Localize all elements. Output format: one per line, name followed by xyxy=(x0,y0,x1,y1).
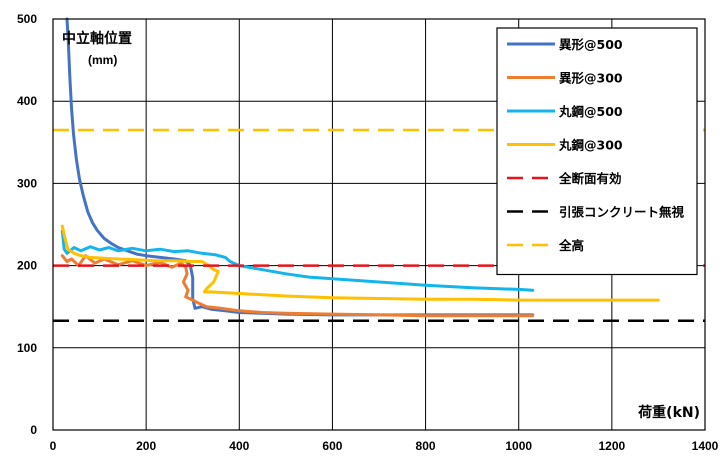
legend-label: 丸鋼@500 xyxy=(558,104,623,119)
y-tick-label: 400 xyxy=(17,94,37,108)
series-lines xyxy=(53,17,705,322)
y-axis-unit: (mm) xyxy=(88,53,117,67)
x-tick-label: 600 xyxy=(322,439,342,453)
series-line xyxy=(60,229,535,292)
tick-labels: 0 200 400 600 800 1000 1200 1400 0 100 200 300 400 50… xyxy=(17,12,719,453)
y-tick-label: 100 xyxy=(17,341,37,355)
series-line xyxy=(60,254,535,318)
x-tick-label: 800 xyxy=(416,439,436,453)
legend-label: 全断面有効 xyxy=(558,171,622,186)
series-line xyxy=(65,17,535,317)
y-tick-label: 200 xyxy=(17,259,37,273)
x-tick-label: 1000 xyxy=(505,439,532,453)
legend: 異形@500 異形@300 丸鋼@500 丸鋼@300 全断面有効引張コンクリート無視全… xyxy=(496,27,698,276)
y-tick-label: 0 xyxy=(30,423,37,437)
x-tick-label: 1200 xyxy=(599,439,626,453)
legend-label: 全高 xyxy=(558,238,584,253)
x-tick-label: 200 xyxy=(136,439,156,453)
plot-frame xyxy=(52,18,706,431)
legend-box xyxy=(496,27,698,276)
legend-label: 異形@500 xyxy=(559,37,623,52)
y-tick-label: 500 xyxy=(17,12,37,26)
x-tick-label: 1400 xyxy=(692,439,719,453)
x-axis-title: 荷重(kN) xyxy=(637,404,700,421)
series-line xyxy=(60,224,660,302)
axis-titles: 中立軸位置 (mm) 荷重(kN) xyxy=(62,30,700,421)
legend-label: 異形@300 xyxy=(559,71,623,86)
legend-label: 丸鋼@300 xyxy=(558,138,623,153)
y-tick-label: 300 xyxy=(17,176,37,190)
y-axis-title: 中立軸位置 xyxy=(62,30,132,47)
x-tick-label: 0 xyxy=(50,439,57,453)
legend-label: 引張コンクリート無視 xyxy=(559,205,685,220)
plot-area-border xyxy=(52,18,706,431)
x-tick-label: 400 xyxy=(229,439,249,453)
